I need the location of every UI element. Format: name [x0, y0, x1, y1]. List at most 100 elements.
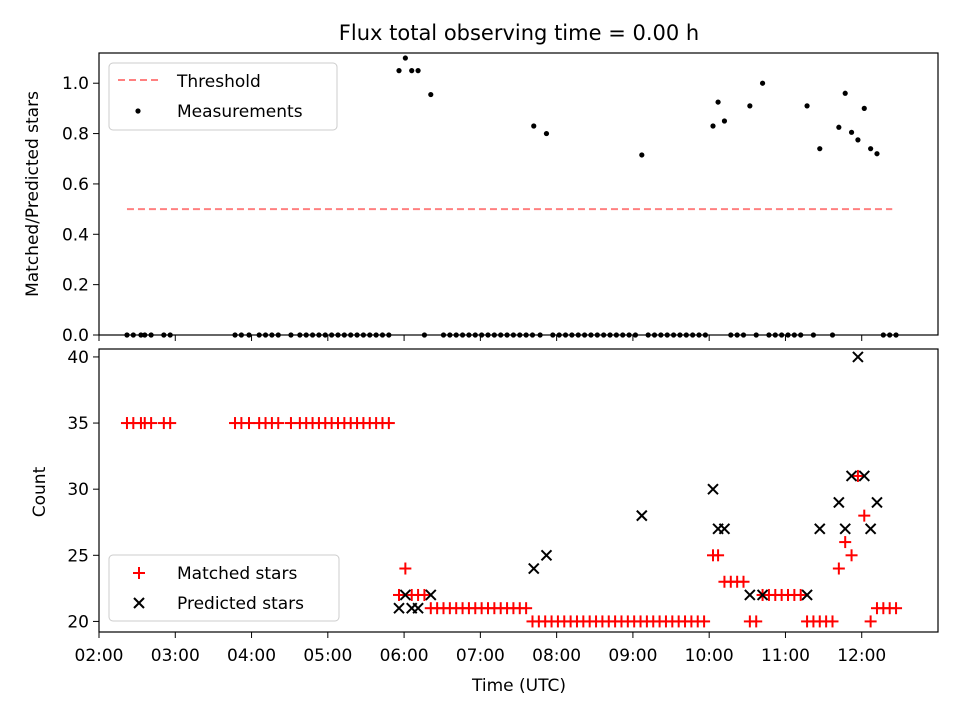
bottom-plot-marks — [120, 351, 903, 628]
measurement-point — [396, 68, 402, 74]
matched-star-point — [890, 602, 903, 615]
top-y-tick-label: 0.6 — [62, 175, 89, 195]
matched-star-point — [393, 588, 406, 601]
predicted-star-point — [801, 589, 813, 601]
predicted-star-point — [839, 523, 851, 535]
predicted-star-point — [412, 602, 424, 614]
measurement-point — [747, 103, 753, 109]
predicted-legend-label: Predicted stars — [177, 594, 304, 614]
predicted-star-point — [528, 562, 540, 575]
matched-legend-label: Matched stars — [177, 564, 297, 584]
bottom-y-tick-label: 30 — [67, 480, 89, 500]
predicted-legend-swatch — [133, 597, 145, 609]
predicted-star-point — [707, 483, 719, 495]
measurement-point — [428, 91, 434, 98]
bottom-x-tick-label: 03:00 — [151, 646, 200, 666]
predicted-star-point — [858, 470, 870, 482]
bottom-legend: Matched stars Predicted stars — [108, 554, 340, 622]
predicted-star-point — [636, 509, 648, 522]
measurement-point — [836, 124, 842, 130]
measurement-point — [409, 68, 415, 74]
bottom-x-tick-label: 05:00 — [303, 646, 352, 666]
top-plot-frame — [98, 52, 939, 336]
measurement-point — [759, 80, 766, 86]
measurement-point — [861, 105, 867, 111]
bottom-y-tick-label: 25 — [67, 546, 89, 566]
matched-star-point — [845, 549, 858, 562]
predicted-star-point — [718, 523, 731, 535]
matched-star-point — [520, 602, 533, 615]
predicted-star-point — [399, 589, 412, 601]
measurement-point — [402, 55, 408, 61]
bottom-y-tick-label: 20 — [67, 612, 89, 632]
matched-star-point — [712, 549, 725, 562]
top-y-tick-label: 1.0 — [62, 74, 89, 94]
measurement-point — [639, 152, 645, 158]
matched-star-point — [839, 536, 852, 549]
matched-legend-swatch — [133, 567, 145, 579]
predicted-star-point — [425, 589, 437, 601]
matched-star-point — [864, 615, 877, 628]
predicted-star-point — [864, 523, 877, 535]
matched-star-point — [145, 417, 158, 430]
bottom-x-tick-label: 11:00 — [761, 646, 810, 666]
chart-title: Flux total observing time = 0.00 h — [339, 21, 699, 45]
matched-star-point — [750, 615, 763, 628]
bottom-legend-box — [108, 554, 340, 622]
bottom-x-tick-label: 09:00 — [608, 646, 657, 666]
bottom-x-tick-label: 12:00 — [837, 646, 886, 666]
x-axis-label: Time (UTC) — [471, 676, 566, 696]
measurement-point — [817, 146, 823, 152]
top-legend: Threshold Measurements — [108, 62, 338, 131]
matched-star-point — [399, 562, 412, 575]
threshold-legend-label: Threshold — [176, 72, 261, 92]
top-x-ticks — [98, 335, 863, 341]
bottom-x-tick-label: 10:00 — [685, 646, 734, 666]
top-y-ticks: 0.0 0.2 0.4 0.6 0.8 1.0 — [62, 74, 99, 346]
bottom-y-tick-label: 40 — [67, 348, 89, 368]
predicted-star-point — [393, 602, 405, 614]
measurement-point — [721, 118, 728, 124]
bottom-x-tick-label: 07:00 — [456, 646, 505, 666]
measurement-point — [715, 99, 721, 105]
predicted-star-point — [871, 496, 883, 509]
bottom-y-axis-label: Count — [30, 466, 50, 517]
matched-star-point — [826, 615, 839, 628]
top-y-tick-label: 0.0 — [62, 326, 89, 346]
top-y-tick-label: 0.4 — [62, 225, 89, 245]
bottom-x-tick-label: 02:00 — [75, 646, 124, 666]
measurement-point — [543, 130, 550, 137]
matched-star-point — [418, 588, 431, 601]
matched-star-point — [243, 417, 256, 430]
top-panel: Flux total observing time = 0.00 h Match… — [23, 21, 939, 346]
matched-star-point — [737, 575, 750, 588]
bottom-plot-frame — [98, 348, 939, 633]
predicted-star-point — [845, 470, 858, 482]
measurements-legend-swatch — [135, 108, 141, 114]
matched-star-point — [272, 417, 285, 430]
measurement-point — [710, 123, 716, 129]
predicted-star-point — [756, 589, 769, 601]
measurements-legend-label: Measurements — [177, 102, 303, 122]
measurement-point — [415, 68, 421, 74]
measurement-point — [868, 146, 874, 152]
measurement-point — [874, 151, 880, 157]
top-y-axis-label: Matched/Predicted stars — [23, 91, 43, 297]
bottom-x-tick-label: 06:00 — [380, 646, 429, 666]
measurement-point — [804, 103, 810, 109]
top-y-tick-label: 0.8 — [62, 125, 89, 145]
matched-star-point — [851, 469, 864, 482]
matched-star-point — [858, 509, 871, 522]
matched-star-point — [794, 588, 807, 601]
bottom-panel: Count Time (UTC) 20 25 30 35 40 02:00 03:00 04… — [30, 348, 939, 696]
bottom-x-tick-label: 04:00 — [227, 646, 276, 666]
bottom-x-tick-label: 08:00 — [532, 646, 581, 666]
matched-star-point — [382, 417, 395, 430]
matched-star-point — [698, 615, 711, 628]
measurement-point — [855, 137, 861, 143]
measurement-point — [848, 129, 855, 135]
bottom-x-ticks: 02:00 03:00 04:00 05:00 06:00 07:00 08:00 09:00… — [75, 632, 886, 666]
measurement-point — [531, 123, 537, 129]
predicted-star-point — [744, 589, 756, 601]
